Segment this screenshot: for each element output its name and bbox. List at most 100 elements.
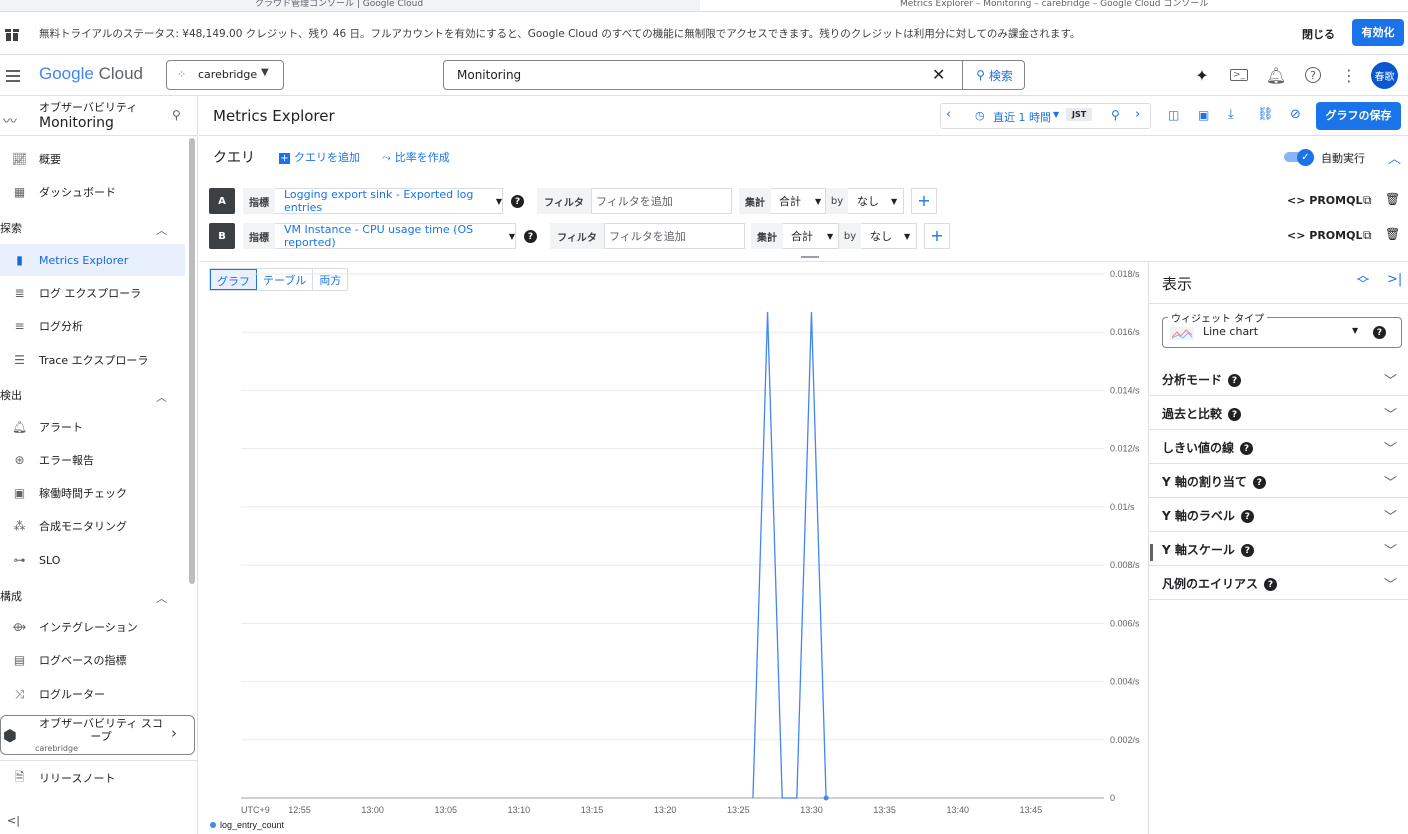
nav-item-logs-explorer[interactable]: ≣ ログ エクスプローラ (0, 277, 185, 309)
help-icon[interactable]: ? (1373, 326, 1386, 339)
notifications-bell-icon[interactable]: 🔔︎ (1265, 65, 1287, 85)
section-y-axis-assignment[interactable]: Y 軸の割り当て? ﹀ (1149, 464, 1408, 498)
section-legend-alias[interactable]: 凡例のエイリアス? ﹀ (1149, 566, 1408, 600)
create-ratio-button[interactable]: ⤳ 比率を作成 (382, 149, 450, 165)
release-notes-icon: 🗎︎ (14, 769, 25, 784)
nav-item-slo[interactable]: ⊶ SLO (0, 544, 185, 576)
time-forward-chevron-icon[interactable]: › (1135, 107, 1141, 122)
line-chart[interactable]: 0 0.002/s 0.004/s 0.006/s 0.008/s 0.01/s 0.012… (199, 262, 1147, 834)
nav-item-integrations[interactable]: ⟴ インテグレーション (0, 611, 185, 643)
save-chart-button[interactable]: グラフの保存 (1316, 102, 1401, 130)
section-y-axis-scale[interactable]: Y 軸スケール? ﹀ (1149, 532, 1408, 566)
help-icon[interactable]: ? (524, 230, 537, 243)
cloud-shell-icon[interactable]: >_ (1227, 63, 1251, 87)
auto-run-toggle[interactable]: ✓ (1284, 149, 1314, 166)
add-query-button[interactable]: + クエリを追加 (279, 149, 360, 165)
nav-item-label: リリースノート (39, 772, 116, 785)
nav-section-detect[interactable]: 検出 ︿ (0, 387, 185, 407)
nav-item-uptime-checks[interactable]: ▣ 稼働時間チェック (0, 477, 185, 509)
panel-resize-handle[interactable] (1150, 544, 1153, 561)
metric-select[interactable]: VM Instance - CPU usage time (OS reporte… (275, 223, 516, 249)
timezone-badge[interactable]: JST (1066, 108, 1093, 121)
section-threshold[interactable]: しきい値の線? ﹀ (1149, 430, 1408, 464)
browser-tab-active[interactable]: Metrics Explorer – Monitoring – carebrid… (700, 0, 1408, 11)
shuffle-icon: ⤨ (14, 686, 25, 701)
observability-scope-card[interactable]: ⬢ オブザーバビリティ スコープ carebridge › (0, 715, 195, 755)
help-icon[interactable]: ? (1240, 510, 1254, 523)
tab-both[interactable]: 両方 (319, 274, 342, 287)
nav-item-log-router[interactable]: ⤨ ログルーター (0, 678, 185, 710)
group-by-select[interactable]: なし ▼ (848, 188, 904, 214)
clear-search-icon[interactable]: ✕ (932, 65, 946, 84)
close-banner-button[interactable]: 閉じる (1302, 28, 1335, 41)
search-input[interactable]: Monitoring (457, 68, 522, 82)
help-icon[interactable]: ? (1240, 442, 1254, 455)
nav-item-synthetic-monitoring[interactable]: ⁂ 合成モニタリング (0, 510, 185, 542)
pin-icon[interactable]: ⚲ (172, 108, 181, 122)
help-icon[interactable]: ? (1301, 63, 1325, 87)
activate-button[interactable]: 有効化 (1352, 19, 1404, 46)
link-icon[interactable]: ⛓ (1257, 107, 1274, 122)
resize-handle[interactable] (801, 256, 819, 258)
add-group-by-button[interactable]: + (924, 223, 950, 249)
gemini-sparkle-icon[interactable]: ✦ (1195, 65, 1209, 85)
nav-item-overview[interactable]: 📈︎ 概要 (0, 143, 185, 175)
help-icon[interactable]: ? (1228, 408, 1242, 421)
hide-chart-icon[interactable]: ⊘ (1290, 107, 1301, 122)
collapse-query-icon[interactable]: ︿ (1388, 152, 1402, 167)
section-y-axis-label[interactable]: Y 軸のラベル? ﹀ (1149, 498, 1408, 532)
widget-type-select[interactable]: ウィジェット タイプ Line chart ▼ ? (1162, 310, 1402, 348)
nav-item-release-notes[interactable]: 🗎︎ リリースノート (0, 762, 185, 794)
promql-button[interactable]: <> PROMQL (1287, 229, 1362, 242)
section-compare-past[interactable]: 過去と比較? ﹀ (1149, 396, 1408, 430)
google-cloud-logo[interactable]: Google Cloud (39, 64, 143, 84)
project-picker[interactable]: ⁘ carebridge ▼ (166, 60, 284, 90)
metric-select[interactable]: Logging export sink - Exported log entri… (275, 188, 503, 214)
aggregation-select[interactable]: 合計 ▼ (783, 223, 839, 249)
add-group-by-button[interactable]: + (911, 188, 937, 214)
nav-section-config[interactable]: 構成 ︿ (0, 588, 185, 608)
help-icon[interactable]: ? (511, 195, 524, 208)
time-back-chevron-icon[interactable]: ‹ (946, 107, 952, 122)
copy-icon[interactable]: ⧉ (1363, 193, 1372, 207)
filter-input[interactable]: フィルタを追加 (604, 223, 745, 249)
close-panel-icon[interactable]: >| (1387, 272, 1403, 287)
nav-scrollbar[interactable] (189, 138, 195, 584)
aggregation-select[interactable]: 合計 ▼ (771, 188, 826, 214)
menu-icon[interactable] (6, 67, 20, 85)
section-label: しきい値の線 (1162, 441, 1235, 455)
section-analysis-mode[interactable]: 分析モード? ﹀ (1149, 362, 1408, 396)
nav-item-metrics-explorer[interactable]: ▮ Metrics Explorer (0, 244, 185, 276)
help-icon[interactable]: ? (1228, 374, 1242, 387)
nav-item-trace-explorer[interactable]: ☰ Trace エクスプローラ (0, 344, 185, 376)
nav-item-log-based-metrics[interactable]: ▤ ログベースの指標 (0, 644, 185, 676)
nav-item-log-analytics[interactable]: ≡ ログ分析 (0, 310, 185, 342)
delete-icon[interactable]: 🗑︎ (1385, 192, 1401, 206)
search-box[interactable]: Monitoring ✕ ⚲ 検索 (443, 60, 1025, 90)
annotation-icon[interactable]: ◫ (1168, 108, 1180, 122)
search-button[interactable]: ⚲ 検索 (962, 61, 1026, 89)
nav-item-alerting[interactable]: 🔔︎ アラート (0, 411, 185, 443)
collapse-nav-button[interactable]: <| (7, 814, 20, 827)
promql-button[interactable]: <> PROMQL (1287, 194, 1362, 207)
expand-collapse-icon[interactable]: ︿ ﹀ (1357, 268, 1370, 291)
help-icon[interactable]: ? (1252, 476, 1266, 489)
tab-table[interactable]: テーブル (257, 269, 314, 290)
nav-section-explore[interactable]: 探索 ︿ (0, 220, 185, 240)
code-icon[interactable]: ▣ (1198, 108, 1210, 122)
nav-item-dashboards[interactable]: ▦ ダッシュボード (0, 176, 185, 208)
time-range-select[interactable]: 直近 1 時間 (993, 111, 1051, 124)
help-icon[interactable]: ? (1240, 544, 1254, 557)
zoom-icon[interactable]: ⚲ (1111, 108, 1120, 122)
help-icon[interactable]: ? (1264, 578, 1278, 591)
browser-tab[interactable]: クラウド管理コンソール | Google Cloud (255, 0, 695, 11)
filter-input[interactable]: フィルタを追加 (591, 188, 732, 214)
avatar[interactable]: 春歌 (1371, 62, 1398, 89)
more-vert-icon[interactable]: ⋮ (1341, 65, 1357, 85)
delete-icon[interactable]: 🗑︎ (1385, 227, 1401, 241)
nav-item-error-reporting[interactable]: ⊛ エラー報告 (0, 444, 185, 476)
group-by-select[interactable]: なし ▼ (861, 223, 917, 249)
download-icon[interactable]: ⤓ (1228, 107, 1234, 122)
copy-icon[interactable]: ⧉ (1363, 228, 1372, 242)
section-label: Y 軸の割り当て (1162, 475, 1247, 489)
